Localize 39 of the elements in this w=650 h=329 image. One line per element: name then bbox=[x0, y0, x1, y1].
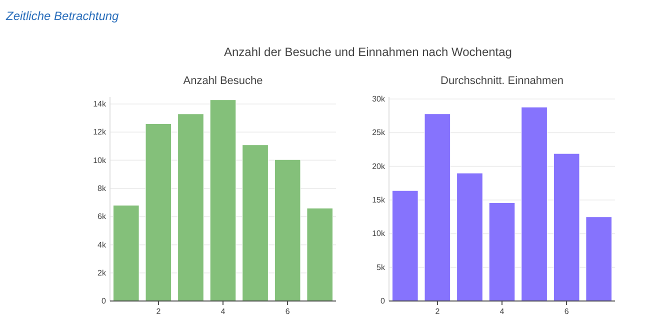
chart-title: Durchschnitt. Einnahmen bbox=[440, 75, 564, 87]
x-tick-label: 2 bbox=[435, 307, 440, 316]
bar bbox=[456, 172, 483, 302]
y-tick-label: 10k bbox=[372, 229, 386, 238]
y-tick-label: 15k bbox=[372, 196, 386, 205]
x-tick-label: 6 bbox=[564, 307, 570, 316]
x-tick-label: 4 bbox=[220, 307, 226, 316]
text: Anzahl der Besuche und Einnahmen nach Wochentag bbox=[224, 45, 512, 59]
y-tick-label: 0 bbox=[102, 296, 107, 306]
text: Zeitliche Betrachtung bbox=[5, 9, 120, 23]
bar bbox=[521, 106, 548, 302]
bar bbox=[306, 208, 334, 302]
bar bbox=[274, 159, 301, 302]
x-tick-label: 2 bbox=[156, 307, 162, 316]
bar bbox=[145, 123, 172, 302]
y-tick-label: 2k bbox=[98, 268, 107, 278]
y-tick-label: 5k bbox=[376, 262, 386, 272]
x-tick-label: 4 bbox=[500, 307, 505, 316]
y-tick-label: 6k bbox=[98, 212, 107, 222]
x-tick-label: 6 bbox=[285, 307, 290, 316]
bar bbox=[242, 144, 268, 302]
bar bbox=[392, 190, 418, 302]
bar bbox=[178, 114, 204, 302]
y-tick-label: 14k bbox=[93, 100, 107, 109]
chart-title: Anzahl Besuche bbox=[183, 75, 263, 87]
y-tick-label: 8k bbox=[98, 184, 107, 194]
y-tick-label: 10k bbox=[93, 156, 107, 165]
bar bbox=[112, 205, 140, 302]
bar bbox=[488, 202, 516, 302]
y-tick-label: 0 bbox=[380, 296, 386, 306]
bar bbox=[424, 114, 451, 302]
y-tick-label: 12k bbox=[93, 128, 107, 137]
bar bbox=[553, 153, 580, 302]
y-tick-label: 30k bbox=[372, 94, 386, 104]
bar bbox=[586, 216, 612, 302]
y-tick-label: 25k bbox=[372, 128, 386, 138]
y-tick-label: 20k bbox=[372, 162, 386, 171]
bar bbox=[210, 100, 236, 302]
y-tick-label: 4k bbox=[98, 240, 107, 250]
